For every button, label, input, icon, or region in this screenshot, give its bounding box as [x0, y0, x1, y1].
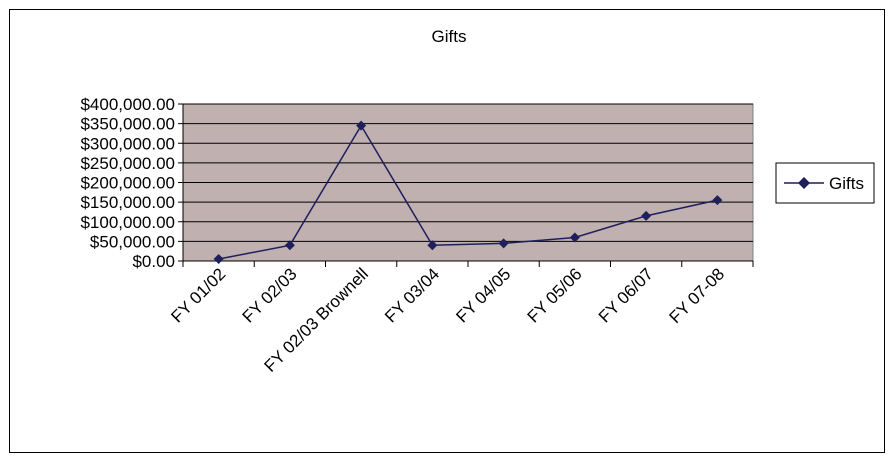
x-tick-label: FY 04/05 [452, 264, 514, 326]
legend: Gifts [775, 162, 875, 204]
chart-title: Gifts [432, 27, 467, 46]
y-tick-label: $250,000.00 [80, 154, 175, 173]
x-tick-label: FY 03/04 [381, 264, 443, 326]
legend-diamond-marker [798, 177, 810, 189]
y-tick-label: $200,000.00 [80, 174, 175, 193]
data-point-marker [427, 240, 438, 251]
x-tick-label: FY 05/06 [524, 264, 586, 326]
series-gifts [213, 120, 723, 265]
data-point-marker [498, 238, 509, 249]
x-tick-label: FY 01/02 [167, 264, 229, 326]
legend-label-gifts: Gifts [829, 174, 864, 193]
plot-area [182, 103, 754, 262]
data-point-marker [712, 195, 723, 206]
x-tick-label: FY 06/07 [595, 264, 657, 326]
series-line [218, 124, 718, 260]
y-tick-label: $300,000.00 [80, 134, 175, 153]
x-tick-label: FY 02/03 [239, 264, 301, 326]
y-tick-label: $350,000.00 [80, 115, 175, 134]
y-tick-label: $0.00 [132, 252, 175, 271]
data-point-marker [213, 254, 224, 265]
y-tick-label: $400,000.00 [80, 95, 175, 114]
data-point-marker [641, 210, 652, 221]
data-point-marker [569, 232, 580, 243]
y-tick-label: $50,000.00 [90, 232, 175, 251]
y-tick-label: $150,000.00 [80, 193, 175, 212]
x-tick-label: FY 07-08 [666, 264, 729, 327]
y-tick-label: $100,000.00 [80, 213, 175, 232]
data-point-marker [356, 120, 367, 131]
y-axis: $0.00$50,000.00$100,000.00$150,000.00$20… [80, 95, 184, 271]
data-point-marker [284, 240, 295, 251]
